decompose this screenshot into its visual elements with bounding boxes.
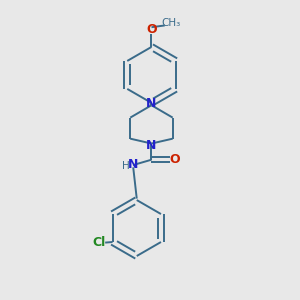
Text: O: O <box>170 153 180 166</box>
Text: Cl: Cl <box>92 236 105 249</box>
Text: CH₃: CH₃ <box>162 18 181 28</box>
Text: H: H <box>122 161 130 171</box>
Text: O: O <box>146 23 157 36</box>
Text: N: N <box>146 97 157 110</box>
Text: N: N <box>128 158 138 171</box>
Text: N: N <box>146 139 157 152</box>
